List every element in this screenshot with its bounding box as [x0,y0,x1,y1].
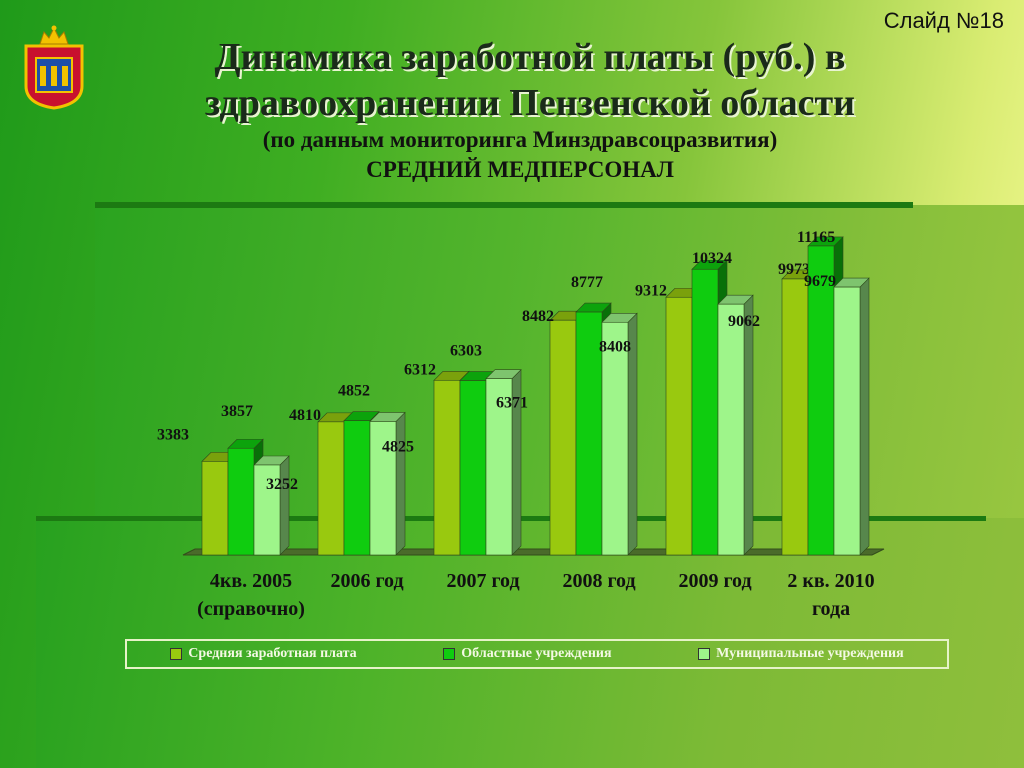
bar-0-1 [227,447,255,556]
bar-1-1 [343,420,371,556]
bar-2-2 [485,378,513,556]
legend-item-average: Средняя заработная плата [170,646,357,662]
bar-0-0 [201,461,229,556]
data-label-5-2: 9679 [804,273,836,290]
data-label-2-2: 6371 [496,395,528,412]
bar-4-0 [665,296,693,556]
data-label-4-0: 9312 [635,282,667,299]
bar-2-0 [433,379,461,556]
data-label-4-1: 10324 [692,250,732,267]
category-label-4-0: 2009 год [678,570,751,592]
title-line-1: Динамика заработной платы (руб.) в [214,36,846,78]
data-label-1-2: 4825 [382,438,414,455]
legend-label-municipal: Муниципальные учреждения [716,646,904,661]
bar-5-2 [833,286,861,556]
data-label-2-1: 6303 [450,343,482,360]
category-label-0-0: 4кв. 2005 [210,570,292,592]
coat-of-arms-icon [24,25,84,110]
top-divider-line [95,202,913,208]
legend-swatch-regional [443,648,456,660]
legend-item-regional: Областные учреждения [443,646,612,662]
category-label-3-0: 2008 год [562,570,635,592]
chart-background-lower [36,518,1024,768]
bar-side-0-2 [279,455,290,556]
title-line-2: здравоохранении Пензенской области [204,82,856,124]
data-label-1-0: 4810 [289,407,321,424]
data-label-1-1: 4852 [338,383,370,400]
legend-label-regional: Областные учреждения [461,646,612,661]
legend-label-average: Средняя заработная плата [188,646,357,661]
data-label-0-2: 3252 [266,476,298,493]
bar-side-4-2 [743,294,754,556]
bar-2-1 [459,380,487,556]
slide-number: Слайд №18 [883,8,1004,33]
bar-5-1 [807,245,835,556]
bar-side-5-2 [859,277,870,556]
legend-item-municipal: Муниципальные учреждения [698,646,904,662]
slide-title: Динамика заработной платы (руб.) в здрав… [100,34,960,126]
data-label-5-0: 9973 [778,261,810,278]
bar-5-0 [781,278,809,556]
category-label-0-1: (справочно) [197,598,305,620]
bar-4-1 [691,268,719,556]
chart-floor [182,548,885,556]
data-label-0-0: 3383 [157,426,189,443]
data-label-2-0: 6312 [404,361,436,378]
chart-legend: Средняя заработная плата Областные учреж… [125,639,949,669]
data-label-5-1: 11165 [797,229,835,246]
bar-4-2 [717,303,745,556]
bar-0-2 [253,464,281,556]
bar-1-2 [369,421,397,556]
data-label-3-2: 8408 [599,338,631,355]
legend-swatch-average [170,648,183,660]
bar-3-2 [601,321,629,556]
category-label-2-0: 2007 год [446,570,519,592]
category-label-5-1: года [812,598,850,620]
data-label-3-1: 8777 [571,274,603,291]
bar-3-0 [549,319,577,556]
data-label-3-0: 8482 [522,308,554,325]
category-label-5-0: 2 кв. 2010 [787,570,874,592]
data-label-0-1: 3857 [221,403,253,420]
slide-subtitle-staff: СРЕДНИЙ МЕДПЕРСОНАЛ [366,157,674,182]
slide-subtitle: (по данным мониторинга Минздравсоцразвит… [262,127,778,152]
bar-3-1 [575,311,603,556]
bar-side-1-2 [395,411,406,556]
legend-swatch-municipal [698,648,711,660]
data-label-4-2: 9062 [728,313,760,330]
category-label-1-0: 2006 год [330,570,403,592]
bar-1-0 [317,421,345,556]
